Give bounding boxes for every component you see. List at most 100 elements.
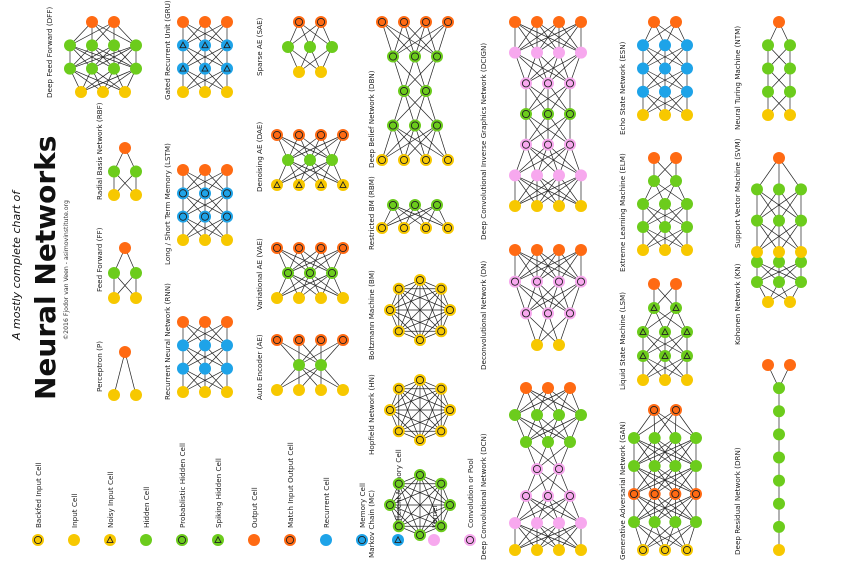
extreme-learning-machine-elm-cell [648, 175, 660, 187]
kohonen-network-kn-cell [773, 256, 785, 268]
deep-belief-network-dbn-cell [420, 154, 432, 166]
convolution-or-pool-legend-swatch [464, 534, 476, 546]
recurrent-neural-network-rnn-cell [199, 316, 211, 328]
deep-convolutional-inverse-graphics-network-dcign-cell [553, 200, 565, 212]
hopfield-network-hn-label: Hopfield Network (HN) [367, 374, 376, 455]
deep-convolutional-network-dcn-cell [553, 409, 565, 421]
deep-convolutional-inverse-graphics-network-dcign-label: Deep Convolutional Inverse Graphics Netw… [479, 43, 488, 240]
deep-convolutional-network-dcn-cell [542, 490, 554, 502]
markov-chain-mc-cell [384, 499, 396, 511]
deep-convolutional-inverse-graphics-network-dcign-cell [575, 16, 587, 28]
deep-feed-forward-dff-network [64, 16, 142, 98]
auto-encoder-ae-cell [271, 384, 283, 396]
liquid-state-machine-lsm-cell [637, 350, 649, 362]
different-memory-cell-legend-swatch [392, 534, 404, 546]
liquid-state-machine-lsm-cell [681, 350, 693, 362]
echo-state-network-esn-cell [659, 39, 671, 52]
hopfield-network-hn-cell [435, 382, 448, 395]
gated-recurrent-unit-gru-cell [199, 16, 211, 28]
generative-adversarial-network-gan-cell [670, 404, 682, 416]
deep-belief-network-dbn-cell [442, 154, 454, 166]
generative-adversarial-network-gan-cell [648, 404, 660, 416]
output-cell-legend-label: Output Cell [250, 487, 259, 528]
noisy-input-cell-legend-swatch [104, 534, 116, 546]
radial-basis-network-rbf-cell [108, 165, 120, 178]
variational-ae-vae-cell [293, 292, 305, 304]
echo-state-network-esn-cell [681, 39, 693, 52]
deep-convolutional-network-dcn-cell [553, 517, 565, 529]
auto-encoder-ae-cell [271, 334, 283, 346]
generative-adversarial-network-gan-cell [648, 460, 661, 472]
deep-convolutional-inverse-graphics-network-dcign-cell [575, 169, 587, 182]
spiking-hidden-cell-legend-label: Spiking Hidden Cell [214, 458, 223, 528]
deep-feed-forward-dff-cell [119, 86, 131, 98]
radial-basis-network-rbf-cell [119, 142, 131, 154]
denoising-ae-dae-cell [304, 154, 316, 166]
deep-convolutional-inverse-graphics-network-dcign-cell [531, 200, 543, 212]
extreme-learning-machine-elm-cell [637, 221, 649, 233]
hopfield-network-hn-cell [414, 374, 426, 386]
long-short-term-memory-lstm-cell [177, 164, 189, 176]
generative-adversarial-network-gan-cell [648, 516, 661, 528]
long-short-term-memory-lstm-cell [199, 187, 211, 200]
deep-belief-network-dbn-cell [398, 85, 410, 97]
boltzmann-machine-bm-cell [384, 304, 396, 316]
deep-convolutional-inverse-graphics-network-dcign-cell [575, 46, 587, 59]
deep-residual-network-drn-cell [773, 497, 785, 510]
sparse-ae-sae-cell [315, 66, 327, 78]
hopfield-network-hn-cell [444, 404, 456, 416]
restricted-bm-rbm-cell [387, 199, 399, 211]
deep-belief-network-dbn-cell [398, 154, 410, 166]
support-vector-machine-svm-cell [795, 214, 807, 227]
deep-convolutional-inverse-graphics-network-dcign-cell [520, 77, 532, 90]
extreme-learning-machine-elm-cell [659, 221, 671, 233]
sparse-ae-sae-cell [293, 66, 305, 78]
restricted-bm-rbm-cell [409, 199, 421, 211]
recurrent-neural-network-rnn-cell [221, 386, 233, 398]
liquid-state-machine-lsm-cell [659, 326, 671, 338]
extreme-learning-machine-elm-network [637, 152, 693, 256]
perceptron-p-cell [130, 389, 142, 401]
generative-adversarial-network-gan-cell [628, 432, 640, 444]
deep-feed-forward-dff-cell [86, 62, 98, 75]
sparse-ae-sae-cell [304, 41, 316, 53]
long-short-term-memory-lstm-cell [199, 234, 211, 246]
neural-turing-machine-ntm-cell [762, 109, 774, 121]
probablistic-hidden-cell-legend-label: Probablistic Hidden Cell [178, 443, 187, 528]
gated-recurrent-unit-gru-label: Gated Recurrent Unit (GRU) [163, 0, 172, 100]
deep-convolutional-inverse-graphics-network-dcign-cell [520, 138, 532, 151]
denoising-ae-dae-cell [337, 179, 349, 191]
deep-convolutional-network-dcn-cell [531, 463, 543, 475]
sparse-ae-sae-network [282, 16, 338, 78]
deep-convolutional-network-dcn-cell [542, 436, 554, 448]
sparse-ae-sae-cell [315, 16, 327, 28]
recurrent-neural-network-rnn-cell [177, 339, 189, 352]
feed-forward-ff-cell [108, 267, 120, 279]
extreme-learning-machine-elm-cell [659, 198, 671, 210]
support-vector-machine-svm-network [751, 152, 807, 258]
deep-convolutional-inverse-graphics-network-dcign-cell [509, 46, 521, 59]
long-short-term-memory-lstm-cell [199, 210, 211, 223]
extreme-learning-machine-elm-cell [637, 198, 649, 210]
radial-basis-network-rbf-cell [130, 189, 142, 201]
denoising-ae-dae-cell [271, 179, 283, 191]
restricted-bm-rbm-cell [442, 222, 454, 234]
generative-adversarial-network-gan-network [628, 404, 702, 556]
sparse-ae-sae-cell [282, 41, 294, 53]
echo-state-network-esn-cell [637, 62, 649, 75]
chart-credit: ©2016 Fjodor van Veen - asimovinstitute.… [62, 200, 70, 340]
feed-forward-ff-network [108, 242, 142, 304]
echo-state-network-esn-cell [681, 85, 693, 98]
liquid-state-machine-lsm-cell [637, 326, 649, 338]
deep-convolutional-network-dcn-cell [531, 409, 543, 421]
deep-convolutional-inverse-graphics-network-dcign-cell [564, 138, 576, 151]
hopfield-network-hn-cell [435, 425, 448, 438]
radial-basis-network-rbf-cell [108, 189, 120, 201]
auto-encoder-ae-network [271, 334, 349, 396]
support-vector-machine-svm-cell [751, 214, 763, 227]
boltzmann-machine-bm-network [384, 274, 456, 346]
gated-recurrent-unit-gru-cell [221, 16, 233, 28]
boltzmann-machine-bm-cell [435, 282, 448, 295]
generative-adversarial-network-gan-cell [690, 460, 702, 472]
deep-convolutional-network-dcn-cell [575, 544, 587, 556]
